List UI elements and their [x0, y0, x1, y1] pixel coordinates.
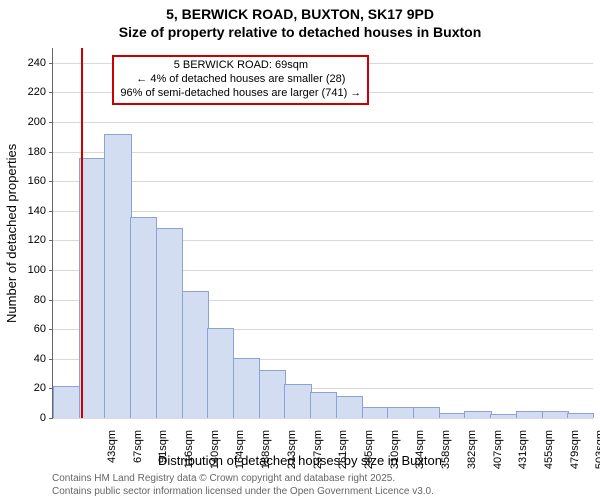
xtick-label: 407sqm [492, 430, 504, 480]
ytick-label: 220 [0, 86, 46, 98]
ytick-label: 180 [0, 146, 46, 158]
gridline [53, 418, 593, 419]
histogram-bar [130, 217, 157, 418]
histogram-bar [259, 370, 286, 418]
ytick-mark [49, 300, 53, 301]
chart-title-line2: Size of property relative to detached ho… [0, 24, 600, 40]
plot-area: 5 BERWICK ROAD: 69sqm← 4% of detached ho… [52, 48, 593, 419]
xtick-label: 140sqm [209, 430, 221, 480]
xtick-label: 116sqm [183, 430, 195, 480]
ytick-mark [49, 418, 53, 419]
ytick-label: 100 [0, 264, 46, 276]
histogram-bar [542, 411, 569, 418]
histogram-bar [490, 414, 517, 418]
xtick-label: 382sqm [466, 430, 478, 480]
xtick-label: 431sqm [517, 430, 529, 480]
gridline [53, 152, 593, 153]
histogram-bar [156, 228, 183, 418]
xtick-label: 285sqm [363, 430, 375, 480]
ytick-label: 20 [0, 382, 46, 394]
annotation-line: 96% of semi-detached houses are larger (… [120, 87, 361, 101]
ytick-mark [49, 270, 53, 271]
ytick-mark [49, 329, 53, 330]
histogram-bar [516, 411, 543, 418]
histogram-bar [207, 328, 234, 418]
annotation-line: 5 BERWICK ROAD: 69sqm [120, 59, 361, 73]
histogram-bar [310, 392, 337, 418]
ytick-mark [49, 359, 53, 360]
xtick-label: 188sqm [260, 430, 272, 480]
chart-title-line1: 5, BERWICK ROAD, BUXTON, SK17 9PD [0, 6, 600, 22]
histogram-bar [233, 358, 260, 418]
ytick-mark [49, 92, 53, 93]
histogram-bar [104, 134, 131, 418]
histogram-bar [79, 158, 106, 418]
xtick-label: 237sqm [312, 430, 324, 480]
gridline [53, 211, 593, 212]
chart-container: 5, BERWICK ROAD, BUXTON, SK17 9PD Size o… [0, 0, 600, 500]
ytick-label: 160 [0, 175, 46, 187]
credits-line2: Contains public sector information licen… [52, 486, 434, 499]
xtick-label: 358sqm [440, 430, 452, 480]
ytick-mark [49, 211, 53, 212]
gridline [53, 122, 593, 123]
xtick-label: 67sqm [132, 430, 144, 480]
histogram-bar [439, 413, 466, 418]
histogram-bar [464, 411, 491, 418]
ytick-mark [49, 152, 53, 153]
histogram-bar [284, 384, 311, 418]
ytick-label: 140 [0, 205, 46, 217]
indicator-line [81, 48, 83, 418]
histogram-bar [182, 291, 209, 418]
xtick-label: 310sqm [389, 430, 401, 480]
x-axis-label: Distribution of detached houses by size … [0, 453, 600, 468]
xtick-label: 164sqm [234, 430, 246, 480]
histogram-bar [336, 396, 363, 418]
histogram-bar [53, 386, 80, 418]
xtick-label: 503sqm [594, 430, 600, 480]
xtick-label: 261sqm [337, 430, 349, 480]
histogram-bar [567, 413, 594, 418]
gridline [53, 181, 593, 182]
ytick-label: 120 [0, 234, 46, 246]
ytick-mark [49, 181, 53, 182]
histogram-bar [413, 407, 440, 418]
xtick-label: 213sqm [286, 430, 298, 480]
ytick-mark [49, 63, 53, 64]
ytick-label: 40 [0, 353, 46, 365]
xtick-label: 43sqm [106, 430, 118, 480]
ytick-label: 240 [0, 57, 46, 69]
xtick-label: 479sqm [569, 430, 581, 480]
ytick-label: 80 [0, 294, 46, 306]
ytick-label: 60 [0, 323, 46, 335]
xtick-label: 334sqm [414, 430, 426, 480]
xtick-label: 91sqm [157, 430, 169, 480]
ytick-mark [49, 122, 53, 123]
ytick-label: 200 [0, 116, 46, 128]
ytick-mark [49, 240, 53, 241]
ytick-label: 0 [0, 412, 46, 424]
xtick-label: 455sqm [543, 430, 555, 480]
annotation-line: ← 4% of detached houses are smaller (28) [120, 73, 361, 87]
annotation-box: 5 BERWICK ROAD: 69sqm← 4% of detached ho… [112, 55, 369, 104]
histogram-bar [387, 407, 414, 418]
histogram-bar [362, 407, 389, 418]
